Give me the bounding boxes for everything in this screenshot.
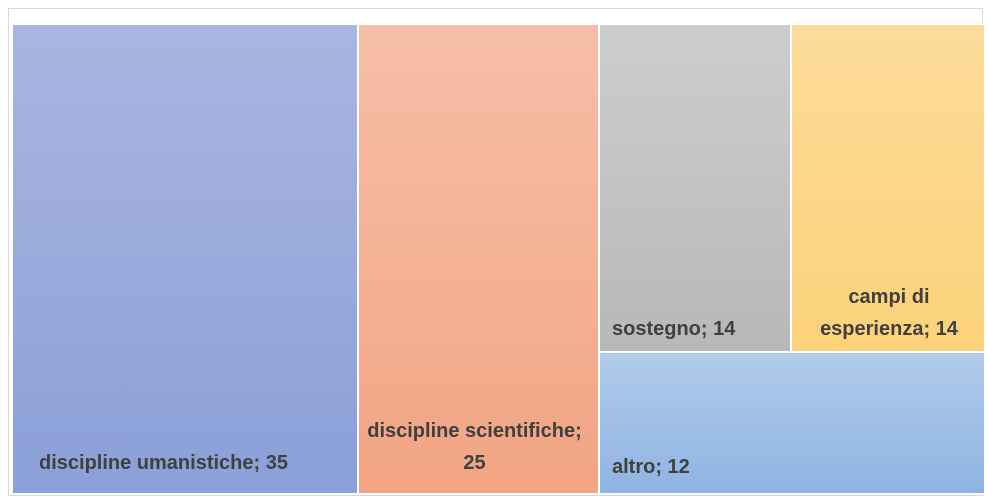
treemap-tile-altro: altro; 12 bbox=[599, 352, 985, 494]
treemap-tile-discipline-umanistiche: discipline umanistiche; 35 bbox=[12, 24, 358, 494]
tile-label-sostegno: sostegno; 14 bbox=[612, 318, 736, 340]
treemap-tile-discipline-scientifiche: discipline scientifiche; 25 bbox=[358, 24, 599, 494]
tile-label-campi-di-esperienza: campi di esperienza; 14 bbox=[820, 286, 958, 340]
treemap-tile-sostegno: sostegno; 14 bbox=[599, 24, 791, 352]
tile-label-discipline-umanistiche: discipline umanistiche; 35 bbox=[39, 452, 288, 474]
treemap-tile-campi-di-esperienza: campi di esperienza; 14 bbox=[791, 24, 985, 352]
tile-label-altro: altro; 12 bbox=[612, 456, 690, 478]
tile-label-discipline-scientifiche: discipline scientifiche; 25 bbox=[367, 420, 582, 474]
